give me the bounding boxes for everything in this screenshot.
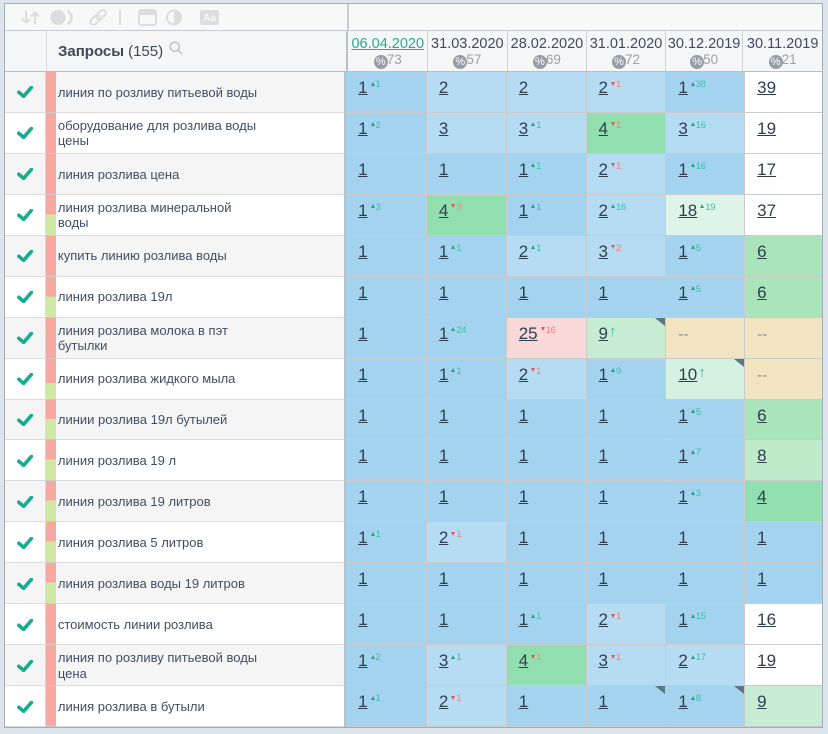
svg-text:Aa: Aa bbox=[203, 13, 216, 24]
